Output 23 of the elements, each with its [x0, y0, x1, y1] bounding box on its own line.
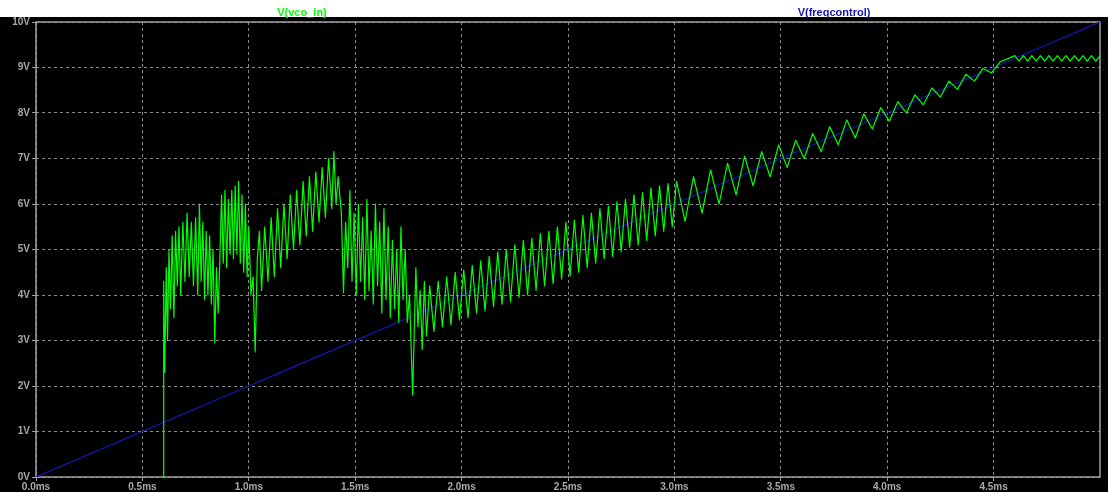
x-tick-label: 2.5ms [553, 480, 583, 492]
x-tick-label: 0.0ms [21, 480, 51, 492]
y-tick-label: 0V [17, 470, 31, 482]
x-tick-label: 3.0ms [660, 480, 690, 492]
y-tick-label: 6V [17, 197, 31, 209]
y-tick-label: 3V [17, 334, 31, 346]
y-tick-label: 5V [17, 243, 31, 255]
x-tick-label: 4.0ms [873, 480, 902, 492]
y-tick-label: 7V [17, 152, 31, 164]
x-tick-label: 2.0ms [447, 480, 477, 492]
text: V(freqcontrol) [797, 6, 871, 19]
y-tick-label: 10V [12, 15, 31, 27]
y-tick-label: 8V [17, 106, 31, 118]
y-tick-label: 4V [17, 288, 31, 300]
y-tick-label: 2V [17, 379, 31, 391]
text: V(vco_in) [277, 6, 328, 19]
x-tick-label: 1.5ms [341, 480, 370, 492]
x-tick-label: 0.5ms [128, 480, 158, 492]
x-tick-label: 3.5ms [766, 480, 796, 492]
y-tick-label: 9V [17, 61, 31, 73]
y-tick-label: 1V [17, 425, 31, 437]
x-tick-label: 4.5ms [979, 480, 1009, 492]
x-tick-label: 1.0ms [234, 480, 264, 492]
